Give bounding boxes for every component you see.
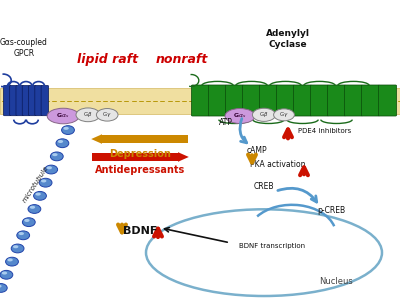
Ellipse shape [18,232,24,235]
Ellipse shape [0,270,13,279]
Text: ATP: ATP [219,118,233,127]
Text: p-CREB: p-CREB [317,206,345,215]
Bar [0,88,400,114]
Text: G$\alpha_s$: G$\alpha_s$ [56,112,70,120]
Ellipse shape [39,178,52,187]
Ellipse shape [7,258,13,261]
Bar [92,153,178,161]
FancyBboxPatch shape [22,86,30,116]
Text: G$\gamma$: G$\gamma$ [102,110,112,119]
Text: nonraft: nonraft [156,53,208,66]
Text: cAMP: cAMP [246,146,267,155]
Ellipse shape [30,206,35,209]
FancyBboxPatch shape [344,85,362,116]
Bar [102,135,188,143]
Ellipse shape [47,108,79,124]
FancyBboxPatch shape [225,85,244,116]
Ellipse shape [6,257,18,266]
FancyBboxPatch shape [35,86,42,116]
FancyBboxPatch shape [276,85,294,116]
FancyArrowPatch shape [240,119,247,143]
FancyBboxPatch shape [208,85,226,116]
Ellipse shape [41,179,46,182]
FancyBboxPatch shape [327,85,346,116]
FancyBboxPatch shape [310,85,329,116]
Ellipse shape [274,109,294,121]
Text: Depression: Depression [109,149,171,159]
Ellipse shape [52,153,58,156]
FancyBboxPatch shape [28,86,36,116]
Text: Gαs-coupled
GPCR: Gαs-coupled GPCR [0,38,48,57]
FancyBboxPatch shape [41,86,49,116]
Ellipse shape [63,127,69,130]
Ellipse shape [76,108,100,122]
Text: G$\alpha_s$: G$\alpha_s$ [233,112,247,120]
Ellipse shape [96,109,118,121]
Ellipse shape [0,283,7,292]
Text: lipid raft: lipid raft [78,53,138,66]
Ellipse shape [252,108,276,121]
Ellipse shape [0,285,2,288]
Ellipse shape [62,126,74,135]
FancyBboxPatch shape [378,85,396,116]
Text: BDNF transcription: BDNF transcription [239,243,305,249]
Text: PDE4 inhibitors: PDE4 inhibitors [298,128,351,134]
Ellipse shape [34,191,46,200]
Ellipse shape [28,205,41,213]
Ellipse shape [35,193,41,196]
Ellipse shape [45,165,58,174]
FancyArrowPatch shape [278,188,317,202]
Ellipse shape [13,245,18,248]
Text: PKA activation: PKA activation [250,160,306,169]
Text: G$\gamma$: G$\gamma$ [279,110,289,119]
Text: G$\beta$: G$\beta$ [259,110,269,119]
FancyBboxPatch shape [3,86,11,116]
Ellipse shape [2,271,7,274]
Text: microtubule: microtubule [21,164,49,203]
Ellipse shape [24,219,30,222]
Ellipse shape [58,140,63,143]
FancyBboxPatch shape [242,85,261,116]
FancyBboxPatch shape [259,85,278,116]
Text: G$\beta$: G$\beta$ [83,110,93,119]
Ellipse shape [11,244,24,253]
FancyBboxPatch shape [16,86,24,116]
FancyBboxPatch shape [192,85,210,116]
Polygon shape [178,152,189,162]
Ellipse shape [56,139,69,148]
Ellipse shape [50,152,63,161]
FancyBboxPatch shape [362,85,380,116]
Ellipse shape [17,231,30,240]
Ellipse shape [225,109,255,123]
Text: CREB: CREB [254,182,274,191]
Ellipse shape [22,218,35,227]
Text: Adenylyl
Cyclase: Adenylyl Cyclase [266,29,310,48]
Text: Antidepressants: Antidepressants [95,165,185,175]
FancyBboxPatch shape [293,85,312,116]
FancyBboxPatch shape [10,86,17,116]
Text: Nucleus: Nucleus [319,277,353,286]
Text: BDNF: BDNF [123,226,157,236]
Polygon shape [91,134,102,144]
Ellipse shape [46,166,52,169]
